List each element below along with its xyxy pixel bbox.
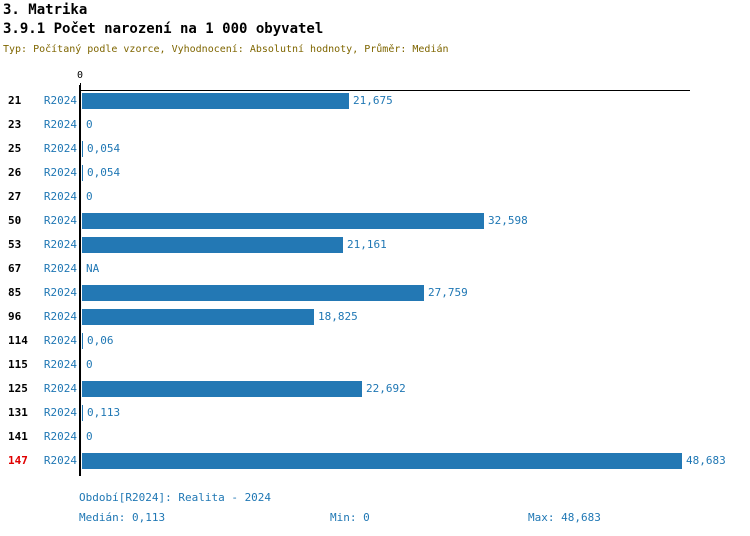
bar-value-label: 0 bbox=[86, 190, 93, 203]
chart-row: 125 R2024 22,692 bbox=[0, 380, 750, 398]
bar-value-label: 22,692 bbox=[366, 382, 406, 395]
value-bar bbox=[82, 141, 83, 157]
value-bar bbox=[82, 213, 484, 229]
bar-value-label: 32,598 bbox=[488, 214, 528, 227]
bar-value-label: 0,054 bbox=[87, 142, 121, 155]
row-period-label: R2024 bbox=[43, 430, 77, 443]
max-stat-label: Max: 48,683 bbox=[528, 511, 601, 524]
bar-value-label: 48,683 bbox=[686, 454, 726, 467]
row-id-label: 115 bbox=[8, 358, 28, 371]
chart-row: 141 R2024 0 bbox=[0, 428, 750, 446]
median-stat-label: Medián: 0,113 bbox=[79, 511, 166, 524]
row-id-label: 85 bbox=[8, 286, 22, 299]
row-id-label: 50 bbox=[8, 214, 22, 227]
chart-row: 147 R2024 48,683 bbox=[0, 452, 750, 470]
row-period-label: R2024 bbox=[43, 286, 77, 299]
value-bar bbox=[82, 93, 349, 109]
row-id-label: 53 bbox=[8, 238, 22, 251]
chart-title: 3.9.1 Počet narození na 1 000 obyvatel bbox=[3, 21, 324, 37]
chart-row: 26 R2024 0,054 bbox=[0, 164, 750, 182]
bar-value-label: 0 bbox=[86, 118, 93, 131]
row-id-label: 141 bbox=[8, 430, 28, 443]
y-axis-line bbox=[79, 85, 81, 476]
bar-value-label: 0 bbox=[86, 430, 93, 443]
row-id-label: 131 bbox=[8, 406, 28, 419]
value-bar bbox=[82, 405, 83, 421]
row-id-label: 67 bbox=[8, 262, 22, 275]
chart-row: 67 R2024 NA bbox=[0, 260, 750, 278]
bar-value-label: 21,675 bbox=[353, 94, 393, 107]
row-period-label: R2024 bbox=[43, 214, 77, 227]
chart-meta-line: Typ: Počítaný podle vzorce, Vyhodnocení:… bbox=[3, 44, 449, 55]
chart-row: 23 R2024 0 bbox=[0, 116, 750, 134]
row-period-label: R2024 bbox=[43, 262, 77, 275]
period-info-label: Období[R2024]: Realita - 2024 bbox=[79, 491, 272, 504]
bar-value-label: NA bbox=[86, 262, 100, 275]
value-bar bbox=[82, 333, 83, 349]
row-id-label: 125 bbox=[8, 382, 28, 395]
row-period-label: R2024 bbox=[43, 238, 77, 251]
row-id-label: 23 bbox=[8, 118, 22, 131]
row-period-label: R2024 bbox=[43, 118, 77, 131]
row-id-label: 26 bbox=[8, 166, 22, 179]
chart-row: 53 R2024 21,161 bbox=[0, 236, 750, 254]
x-axis-line bbox=[80, 90, 690, 91]
section-title: 3. Matrika bbox=[3, 2, 88, 18]
chart-row: 50 R2024 32,598 bbox=[0, 212, 750, 230]
bar-value-label: 0,054 bbox=[87, 166, 121, 179]
min-stat-label: Min: 0 bbox=[330, 511, 370, 524]
chart-row: 21 R2024 21,675 bbox=[0, 92, 750, 110]
row-period-label: R2024 bbox=[43, 190, 77, 203]
bar-value-label: 0 bbox=[86, 358, 93, 371]
row-period-label: R2024 bbox=[43, 94, 77, 107]
value-bar bbox=[82, 453, 682, 469]
chart-row: 25 R2024 0,054 bbox=[0, 140, 750, 158]
row-period-label: R2024 bbox=[43, 358, 77, 371]
row-period-label: R2024 bbox=[43, 166, 77, 179]
row-id-label: 114 bbox=[8, 334, 28, 347]
bar-value-label: 0,113 bbox=[87, 406, 121, 419]
row-period-label: R2024 bbox=[43, 454, 77, 467]
chart-row: 114 R2024 0,06 bbox=[0, 332, 750, 350]
row-period-label: R2024 bbox=[43, 382, 77, 395]
row-period-label: R2024 bbox=[43, 334, 77, 347]
row-period-label: R2024 bbox=[43, 310, 77, 323]
x-axis-zero-label: 0 bbox=[76, 70, 84, 81]
row-id-label: 21 bbox=[8, 94, 22, 107]
chart-row: 85 R2024 27,759 bbox=[0, 284, 750, 302]
row-id-label: 147 bbox=[8, 454, 28, 467]
value-bar bbox=[82, 237, 343, 253]
row-id-label: 96 bbox=[8, 310, 22, 323]
row-period-label: R2024 bbox=[43, 142, 77, 155]
bar-value-label: 18,825 bbox=[318, 310, 358, 323]
value-bar bbox=[82, 309, 314, 325]
row-id-label: 27 bbox=[8, 190, 22, 203]
value-bar bbox=[82, 165, 83, 181]
value-bar bbox=[82, 381, 362, 397]
chart-row: 27 R2024 0 bbox=[0, 188, 750, 206]
bar-value-label: 27,759 bbox=[428, 286, 468, 299]
row-id-label: 25 bbox=[8, 142, 22, 155]
chart-row: 115 R2024 0 bbox=[0, 356, 750, 374]
row-period-label: R2024 bbox=[43, 406, 77, 419]
bar-value-label: 21,161 bbox=[347, 238, 387, 251]
value-bar bbox=[82, 285, 424, 301]
chart-row: 131 R2024 0,113 bbox=[0, 404, 750, 422]
bar-value-label: 0,06 bbox=[87, 334, 114, 347]
chart-row: 96 R2024 18,825 bbox=[0, 308, 750, 326]
